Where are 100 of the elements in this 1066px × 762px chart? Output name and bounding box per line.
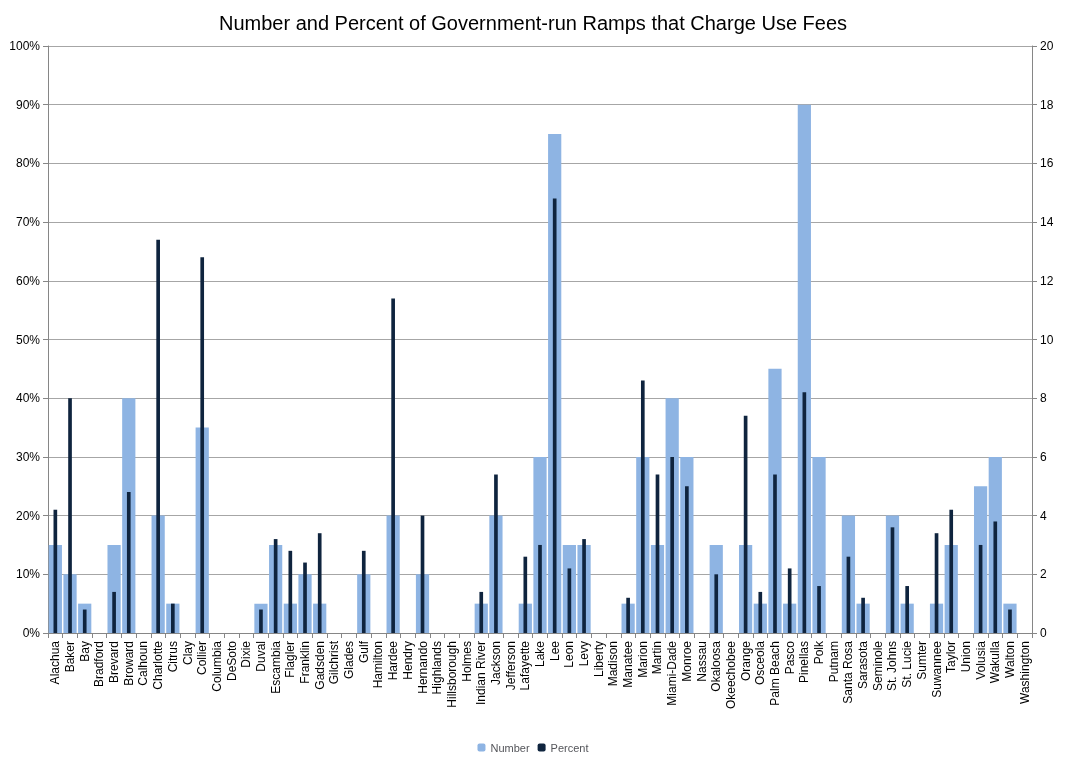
x-tick-label: Osceola — [753, 640, 768, 686]
y2-tick-label: 14 — [1040, 215, 1054, 230]
y-tick-label: 70% — [15, 215, 41, 230]
y-tick-label: 80% — [15, 156, 41, 171]
x-tick-label: Miami-Dade — [665, 640, 680, 706]
x-tick-label: Citrus — [165, 641, 180, 673]
x-tick-label: Brevard — [107, 641, 122, 684]
x-tick-label: Sumter — [914, 641, 929, 680]
x-tick-label: Union — [958, 641, 973, 673]
x-tick-label: Franklin — [298, 641, 313, 684]
x-tick-label: Monroe — [679, 640, 694, 682]
x-tick-label: Wakulla — [988, 640, 1003, 684]
bar — [538, 544, 542, 633]
y2-tick-label: 10 — [1040, 332, 1054, 347]
y-tick-label: 0% — [22, 626, 41, 640]
x-tick-label: Walton — [1002, 641, 1017, 678]
x-tick-label: Indian River — [474, 641, 489, 706]
x-tick-label: Baker — [63, 641, 78, 673]
x-tick-label: Leon — [562, 641, 577, 668]
y2-tick-label: 0 — [1040, 626, 1047, 640]
x-tick-label: Manatee — [621, 640, 636, 688]
x-tick-label: Madison — [606, 641, 621, 687]
x-tick-label: Alachua — [48, 640, 63, 685]
x-tick-label: Hernando — [415, 640, 430, 694]
x-tick-label: Hardee — [386, 640, 401, 681]
y2-tick-label: 4 — [1040, 508, 1047, 523]
x-tick-label: Volusia — [973, 640, 988, 680]
legend-label: Percent — [550, 741, 589, 754]
y-tick-label: 40% — [15, 391, 41, 406]
x-tick-label: Calhoun — [136, 641, 151, 686]
x-tick-label: St. Lucie — [900, 640, 915, 688]
x-tick-label: Pasco — [782, 640, 797, 675]
x-tick-label: Nassau — [694, 641, 709, 682]
y-tick-label: 10% — [15, 567, 41, 582]
x-tick-label: Pinellas — [797, 641, 812, 684]
x-tick-label: Lafayette — [518, 640, 533, 691]
y2-tick-label: 12 — [1040, 273, 1054, 288]
bar — [773, 474, 777, 633]
x-tick-label: Hendry — [400, 641, 415, 680]
x-tick-label: Hamilton — [371, 641, 386, 689]
x-tick-label: Okaloosa — [709, 640, 724, 692]
x-tick-label: Gadsden — [312, 641, 327, 690]
x-tick-label: Seminole — [870, 640, 885, 692]
y-tick-label: 60% — [15, 273, 41, 288]
x-tick-label: Lake — [533, 640, 547, 668]
x-tick-label: Hillsborough — [444, 641, 459, 708]
x-tick-label: Duval — [253, 641, 268, 672]
bar — [817, 586, 821, 633]
x-tick-label: Broward — [121, 641, 136, 686]
x-tick-label: Escambia — [268, 640, 283, 694]
bar — [126, 492, 131, 633]
bar — [112, 591, 116, 633]
y-tick-label: 20% — [15, 508, 41, 523]
x-tick-label: Sarasota — [856, 640, 871, 690]
bar — [993, 521, 998, 633]
y2-tick-label: 16 — [1040, 156, 1054, 171]
y-tick-label: 30% — [15, 449, 41, 464]
x-tick-label: Martin — [650, 641, 665, 675]
y2-tick-label: 2 — [1040, 567, 1047, 582]
x-tick-label: Bradford — [92, 641, 107, 688]
x-tick-label: Dixie — [239, 640, 254, 668]
x-tick-label: Glades — [342, 641, 357, 680]
bar — [714, 574, 719, 633]
x-tick-label: Taylor — [944, 641, 959, 674]
x-tick-label: Santa Rosa — [841, 640, 856, 704]
x-tick-label: Orange — [738, 640, 753, 682]
x-tick-label: St. Johns — [885, 641, 900, 692]
x-tick-label: Holmes — [459, 641, 474, 682]
y2-tick-label: 18 — [1040, 97, 1054, 112]
x-tick-label: Putnam — [826, 641, 841, 683]
x-tick-label: Levy — [577, 641, 592, 667]
x-tick-label: Palm Beach — [767, 641, 782, 706]
y2-tick-label: 6 — [1040, 449, 1047, 464]
x-tick-label: Clay — [180, 641, 195, 666]
x-tick-label: Jackson — [488, 641, 503, 686]
x-tick-label: Washington — [1017, 641, 1032, 704]
x-tick-label: Gulf — [356, 640, 371, 664]
x-tick-label: Bay — [77, 641, 92, 662]
y-tick-label: 90% — [15, 97, 41, 112]
x-tick-label: Marion — [635, 641, 650, 678]
y-tick-label: 50% — [15, 332, 41, 347]
legend-label: Number — [490, 741, 530, 754]
x-tick-label: Jefferson — [503, 641, 518, 691]
chart-title: Number and Percent of Government-run Ramps that Charge Use Fees — [218, 12, 848, 34]
x-tick-label: Lee — [547, 640, 562, 662]
x-tick-label: Columbia — [209, 640, 224, 692]
x-tick-label: DeSoto — [224, 640, 239, 682]
y-tick-label: 100% — [9, 39, 41, 53]
x-tick-label: Polk — [812, 640, 827, 665]
x-tick-label: Highlands — [430, 641, 445, 695]
x-tick-label: Flagler — [283, 641, 298, 678]
bar — [670, 456, 675, 633]
y2-tick-label: 20 — [1040, 39, 1054, 53]
x-tick-label: Charlotte — [151, 640, 166, 690]
x-tick-label: Suwannee — [929, 640, 944, 698]
x-tick-label: Gilchrist — [327, 640, 342, 685]
y2-tick-label: 8 — [1040, 391, 1047, 406]
x-tick-label: Liberty — [591, 641, 606, 678]
x-tick-label: Collier — [195, 641, 210, 676]
x-tick-label: Okeechobee — [723, 640, 738, 710]
